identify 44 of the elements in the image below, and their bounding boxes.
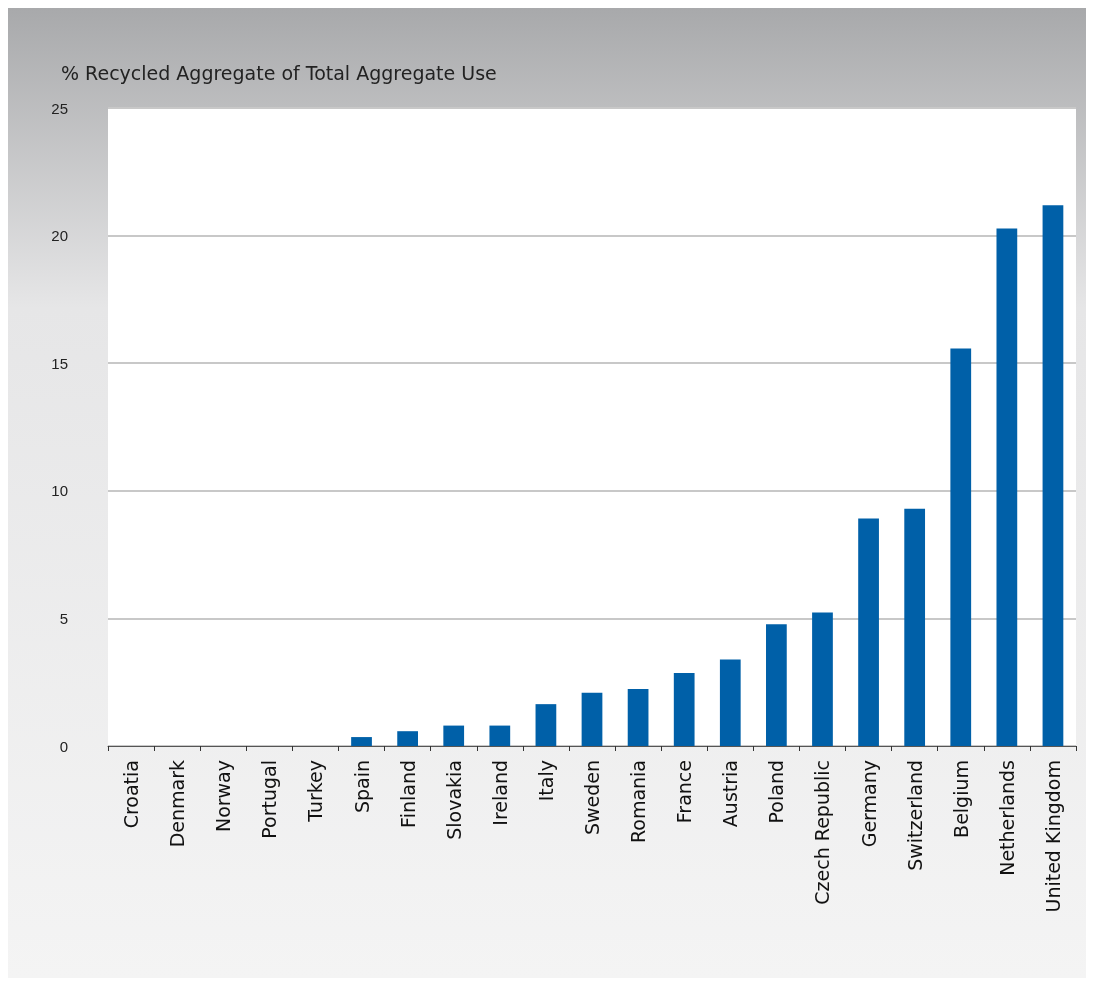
bar: [858, 518, 879, 746]
x-tick-label: Italy: [534, 760, 557, 802]
x-tick-label: Switzerland: [903, 760, 926, 871]
bar: [1042, 205, 1064, 746]
x-tick-label: Netherlands: [995, 760, 1018, 876]
x-tick-label: Poland: [765, 760, 788, 824]
y-tick-label: 0: [59, 737, 68, 755]
bar: [950, 348, 972, 746]
x-tick-label: Croatia: [120, 760, 143, 829]
bar: [397, 731, 418, 746]
x-tick-label: Finland: [396, 760, 419, 828]
x-tick-label: Spain: [350, 760, 373, 814]
x-tick-label: Sweden: [581, 760, 603, 836]
x-tick-label: Belgium: [949, 760, 972, 838]
y-tick-label: 25: [51, 99, 68, 117]
x-tick-label: Turkey: [304, 760, 327, 823]
x-tick-label: France: [673, 760, 696, 824]
bar: [351, 737, 372, 746]
x-tick-label: Denmark: [166, 760, 189, 848]
chart-title: % Recycled Aggregate of Total Aggregate Use: [61, 61, 497, 84]
x-tick-label: Ireland: [488, 760, 511, 826]
x-tick-label: Germany: [857, 760, 880, 848]
bar: [581, 692, 603, 746]
bar: [719, 659, 741, 746]
bar: [535, 704, 557, 746]
x-tick-label: Austria: [719, 760, 742, 828]
y-tick-label: 5: [59, 609, 68, 627]
bar: [443, 725, 465, 746]
x-tick-label: United Kingdom: [1041, 760, 1064, 913]
y-tick-label: 10: [51, 482, 68, 500]
bar: [812, 612, 833, 746]
y-tick-label: 20: [51, 227, 68, 245]
x-tick-label: Norway: [212, 760, 235, 833]
x-tick-label: Slovakia: [442, 760, 465, 840]
x-tick-label: Romania: [627, 760, 650, 844]
x-tick-label: Portugal: [258, 760, 281, 839]
bar: [766, 624, 787, 746]
bar: [673, 673, 695, 746]
y-tick-label: 15: [51, 354, 68, 372]
bar: [489, 725, 511, 746]
x-tick-label: Czech Republic: [811, 760, 834, 905]
bar: [904, 508, 926, 746]
bar: [627, 689, 649, 746]
bar: [996, 228, 1018, 746]
